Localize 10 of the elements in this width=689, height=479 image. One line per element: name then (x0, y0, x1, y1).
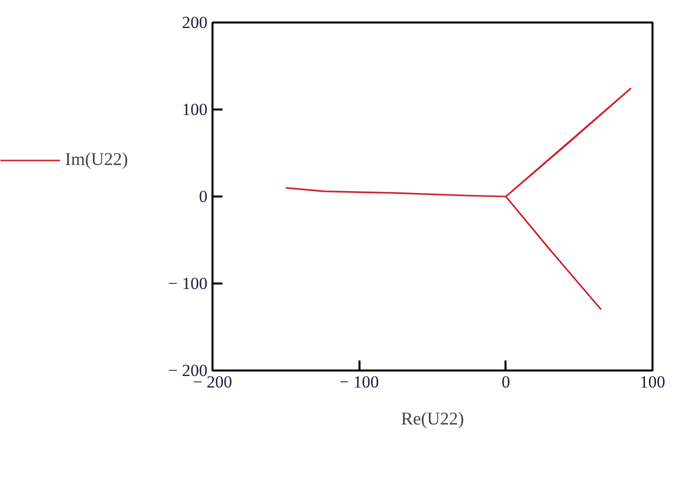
x-axis-title: Re(U22) (401, 408, 464, 428)
y-tick-label: 200 (182, 13, 208, 32)
x-tick-label: − 100 (340, 372, 379, 392)
x-tick-label: 0 (502, 372, 510, 392)
legend-label: Im(U22) (65, 149, 128, 170)
y-tick-label: − 100 (168, 274, 208, 293)
x-tick-label: 100 (640, 372, 666, 392)
line-series (285, 88, 632, 310)
y-tick-label: 0 (199, 187, 208, 206)
y-tick-label: 100 (182, 100, 208, 119)
